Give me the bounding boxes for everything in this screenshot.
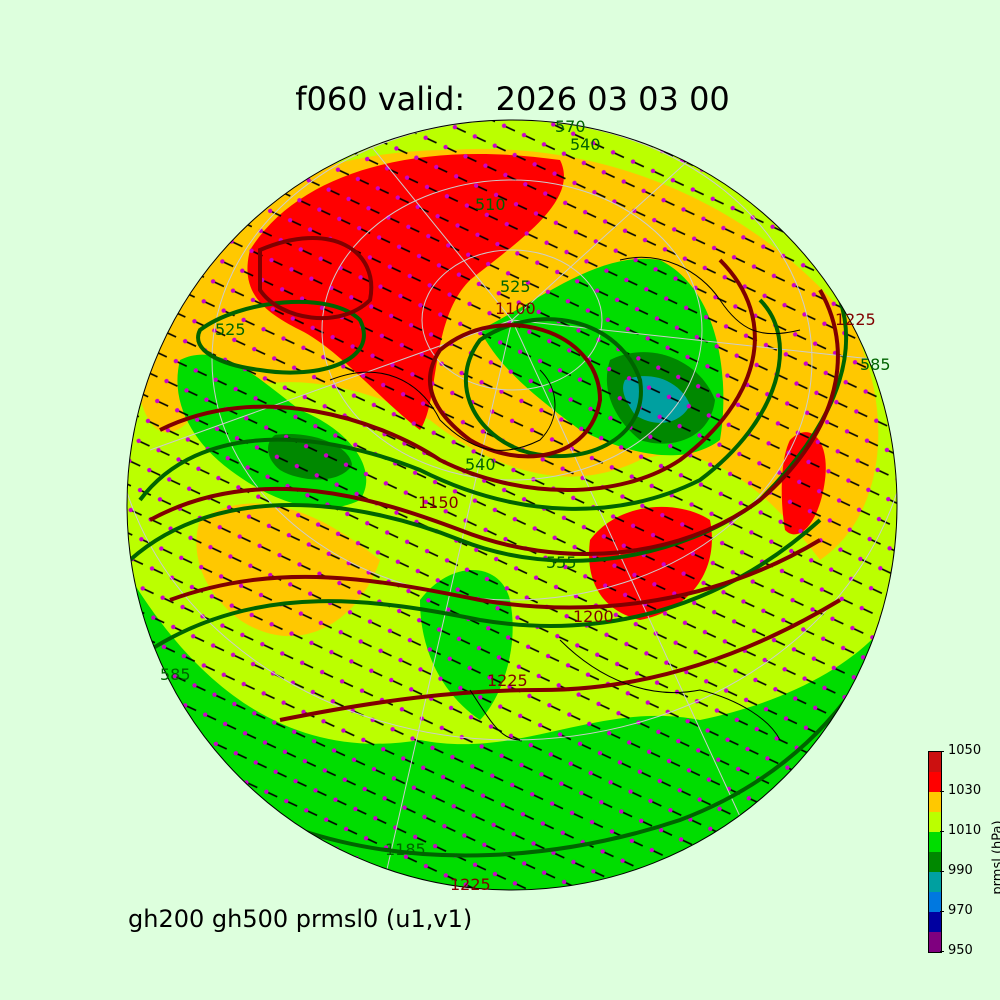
gh200-contours — [149, 236, 842, 722]
contour-label: 585 — [860, 355, 891, 374]
contour-label: 1225 — [487, 671, 528, 690]
colorbar-band — [929, 872, 941, 892]
contour-label: 525 — [215, 320, 246, 339]
colorbar-band — [929, 912, 941, 932]
colorbar-band — [929, 772, 941, 792]
contour-label: 540 — [570, 135, 601, 154]
colorbar-tick: 1050 — [939, 743, 981, 758]
colorbar-tick: 1030 — [939, 783, 981, 798]
colorbar — [928, 751, 942, 953]
contour-label: 525 — [500, 277, 531, 296]
colorbar-tick: 950 — [940, 943, 973, 958]
colorbar-band — [929, 812, 941, 832]
colorbar-band — [929, 932, 941, 952]
contour-label: 555 — [546, 553, 577, 572]
colorbar-band — [929, 852, 941, 872]
graticule — [127, 120, 897, 890]
figure-subtitle: gh200 gh500 prmsl0 (u1,v1) — [128, 905, 473, 933]
globe-outline — [126, 119, 898, 891]
colorbar-tick: 990 — [940, 863, 973, 878]
colorbar-band — [929, 792, 941, 812]
contour-label: 1225 — [835, 310, 876, 329]
contour-label: 510 — [475, 195, 506, 214]
coastlines — [329, 256, 801, 741]
colorbar-label: prmsl (hPa) — [990, 820, 1000, 895]
colorbar-tick: 1010 — [939, 823, 981, 838]
colorbar-band — [929, 832, 941, 852]
figure-title: f060 valid: 2026 03 03 00 — [295, 80, 730, 118]
contour-label: 570 — [555, 117, 586, 136]
contour-label: 540 — [465, 455, 496, 474]
contour-label: 585 — [160, 665, 191, 684]
colorbar-band — [929, 752, 941, 772]
contour-labels: 570 540 510 525 555 585 540 585 525 1100… — [160, 117, 891, 894]
colorbar-tick: 970 — [940, 903, 973, 918]
contour-label: 1150 — [418, 493, 459, 512]
wind-barbs — [127, 120, 897, 890]
contour-label: 1225 — [450, 875, 491, 894]
contour-label: 1100 — [495, 299, 536, 318]
contour-label: 1200 — [573, 607, 614, 626]
contour-label: 1185 — [385, 840, 426, 859]
colorbar-band — [929, 892, 941, 912]
